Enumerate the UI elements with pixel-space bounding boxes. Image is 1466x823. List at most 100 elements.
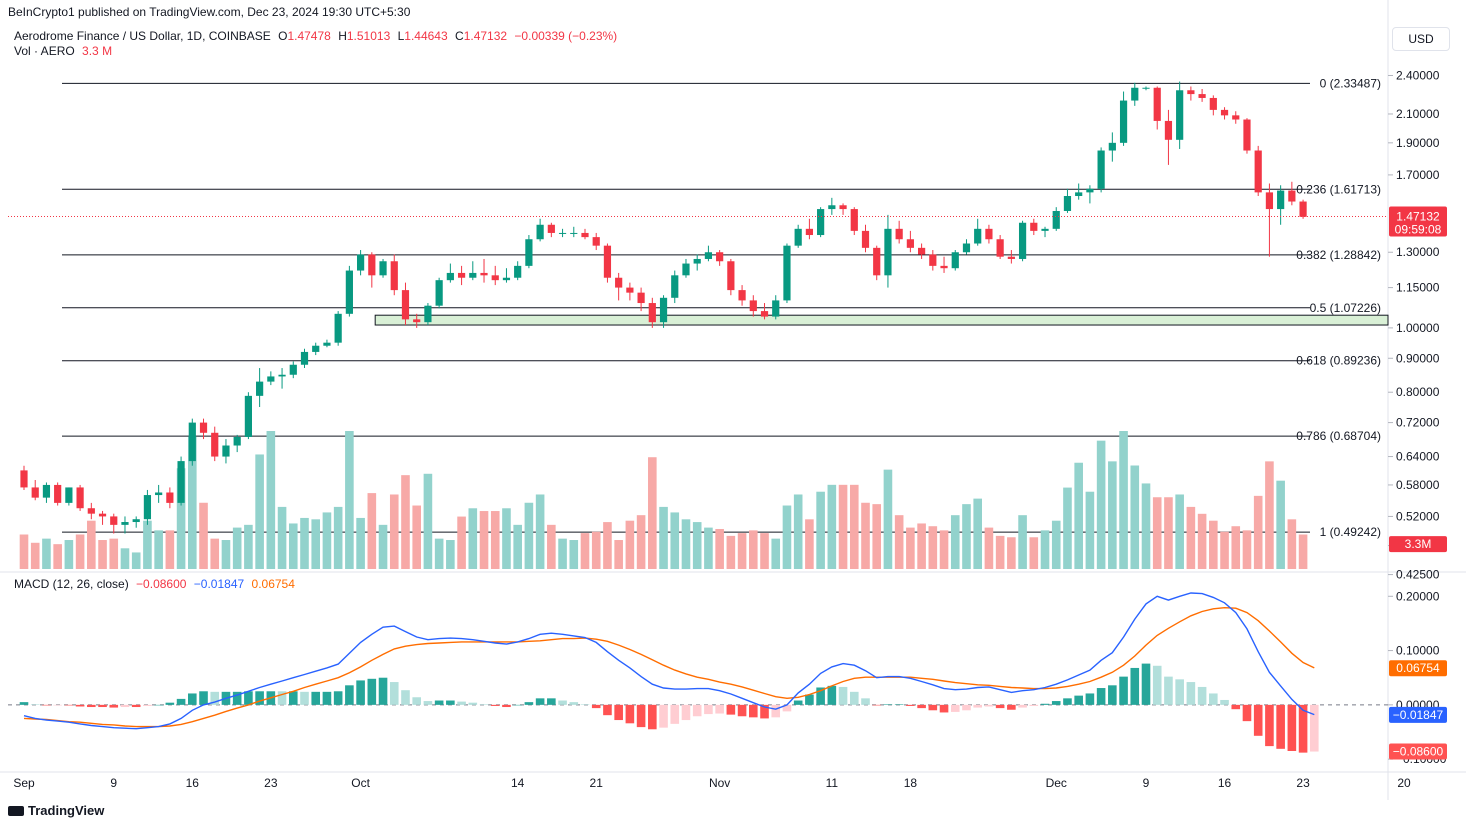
candle-body — [962, 243, 971, 253]
macd-hist-bar — [367, 678, 377, 705]
candle-body — [480, 272, 488, 276]
volume-bar — [75, 534, 85, 569]
volume-bar — [670, 512, 680, 569]
volume-legend[interactable]: Vol · AERO 3.3 M — [14, 44, 112, 58]
candle-body — [334, 313, 342, 343]
macd-hist-bar — [513, 704, 522, 706]
close-value: 1.47132 — [463, 29, 508, 43]
macd-hist-bar — [1164, 676, 1173, 705]
candles[interactable] — [20, 81, 1307, 534]
macd-hist-bar — [188, 693, 197, 705]
candle-body — [1209, 97, 1217, 110]
candle-body — [368, 254, 376, 276]
candle-body — [637, 292, 645, 304]
volume-bar — [906, 527, 915, 569]
candle-body — [98, 513, 107, 517]
candle-body — [760, 311, 769, 317]
candle-body — [132, 519, 140, 523]
price-tick-label: 2.10000 — [1396, 107, 1440, 121]
volume-bar — [558, 538, 567, 569]
volume-bar — [266, 431, 276, 569]
macd-hist-bar — [849, 691, 859, 705]
candle-body — [233, 436, 241, 446]
macd-hist-bar — [42, 704, 51, 706]
price-tick-label: 1.30000 — [1396, 245, 1440, 259]
candle-body — [906, 239, 914, 248]
volume-bar — [995, 535, 1005, 569]
macd-hist-bar — [120, 704, 130, 708]
open-value: 1.47478 — [287, 29, 331, 43]
candle-body — [570, 232, 578, 234]
candle-body — [345, 270, 353, 314]
price-tick-label: 0.58000 — [1396, 478, 1440, 492]
symbol-legend[interactable]: Aerodrome Finance / US Dollar, 1D, COINB… — [14, 29, 617, 43]
candle-body — [1153, 87, 1161, 121]
macd-hist-bar — [827, 685, 837, 705]
volume-bar — [760, 533, 769, 569]
candle-body — [850, 209, 858, 231]
macd-hist-bar — [670, 704, 680, 724]
macd-hist-bar — [154, 704, 163, 706]
volume-bar — [726, 535, 736, 569]
candle-body — [648, 303, 656, 323]
volume-bar — [939, 530, 949, 569]
volume-bar — [1119, 431, 1128, 569]
macd-hist-bar — [1276, 704, 1285, 749]
volume-bar — [131, 552, 141, 569]
volume-bar — [333, 506, 343, 569]
candle-body — [839, 205, 847, 210]
candle-body — [1254, 150, 1262, 193]
macd-hist-bar — [1130, 667, 1140, 705]
volume-bar — [1276, 480, 1285, 569]
candle-body — [603, 245, 612, 278]
price-tick-label: 0.80000 — [1396, 385, 1440, 399]
macd-hist-bar — [1175, 679, 1184, 705]
volume-bar — [53, 544, 62, 569]
time-tick-label: 11 — [826, 776, 839, 790]
volume-bar — [423, 473, 433, 569]
currency-button[interactable]: USD — [1392, 27, 1450, 51]
macd-hist-bar — [255, 691, 264, 705]
macd-signal-value: 0.06754 — [251, 577, 295, 591]
candle-body — [1131, 87, 1139, 101]
candle-body — [76, 487, 84, 509]
volume-bar — [1029, 537, 1039, 569]
macd-hist-bar — [131, 704, 141, 708]
volume-bar — [1265, 461, 1274, 569]
axes: 2.40000 2.10000 1.90000 1.70000 1.30000 1.150… — [13, 68, 1446, 790]
volume-bar — [704, 527, 713, 569]
volume-bar — [737, 533, 747, 569]
macd-hist-bar — [199, 691, 208, 705]
time-tick-label: 14 — [511, 776, 525, 790]
candle-body — [1265, 192, 1274, 210]
volume-bar — [1018, 515, 1027, 569]
volume-bar — [244, 524, 253, 569]
volume-label: Vol · AERO — [14, 44, 75, 58]
candle-body — [1164, 120, 1173, 140]
macd-hist-bar — [726, 704, 736, 715]
macd-hist-bar — [838, 686, 848, 705]
volume-bar — [1074, 462, 1083, 569]
price-tick-label: 1.00000 — [1396, 321, 1440, 335]
macd-hist-bar — [389, 682, 399, 705]
candle-body — [1232, 115, 1240, 120]
candle-body — [996, 239, 1004, 257]
high-label: H — [338, 29, 347, 43]
macd-hist-bar — [1085, 693, 1095, 705]
macd-hist-bar — [535, 698, 545, 705]
macd-hist-bar — [737, 704, 747, 717]
symbol-title: Aerodrome Finance / US Dollar, 1D, COINB… — [14, 29, 271, 43]
macd-hist-bar — [356, 680, 365, 705]
volume-bar — [827, 484, 837, 569]
macd-legend[interactable]: MACD (12, 26, close) −0.08600 −0.01847 0… — [14, 577, 295, 591]
candle-body — [558, 232, 567, 234]
volume-bar — [109, 538, 119, 569]
candle-body — [1097, 150, 1105, 189]
macd-hist-bar — [614, 704, 623, 721]
candle-body — [1108, 142, 1116, 151]
macd-hist-bar — [760, 704, 769, 719]
candle-body — [1299, 201, 1307, 217]
macd-hist-bar — [1108, 685, 1117, 705]
